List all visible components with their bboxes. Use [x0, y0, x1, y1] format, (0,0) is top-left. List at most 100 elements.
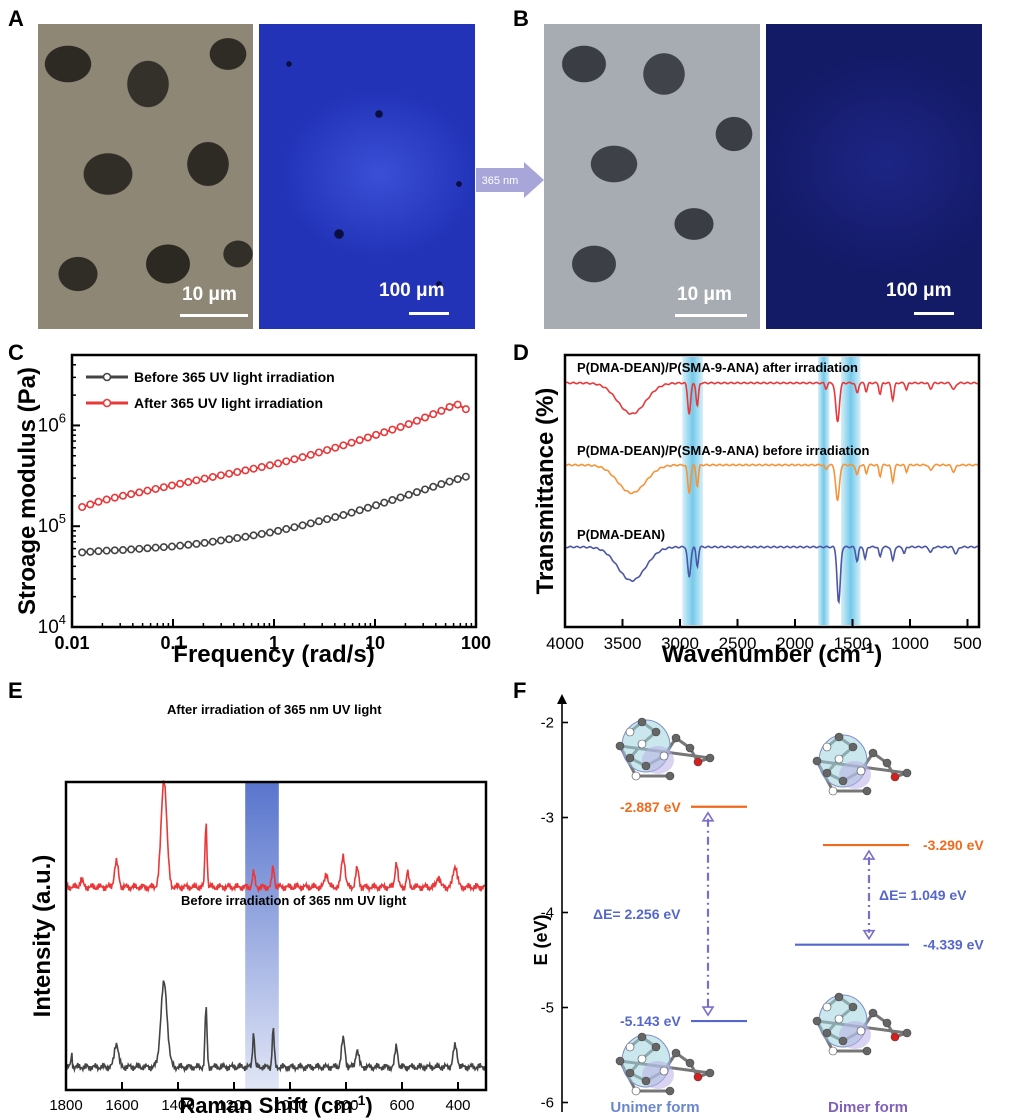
y-tick-label: -6 [541, 1095, 554, 1112]
atom [834, 992, 844, 1002]
data-point [339, 441, 348, 450]
y-axis-label: Intensity (a.u.) [29, 855, 56, 1018]
data-point [412, 488, 421, 497]
atom [625, 753, 635, 763]
data-point [135, 544, 144, 553]
data-point [216, 536, 225, 545]
atom [641, 761, 651, 771]
atom [665, 771, 675, 781]
fluorescence-image-after: 100 μm [766, 24, 982, 329]
data-point [363, 503, 372, 512]
data-point [208, 537, 217, 546]
y-tick-label: -5 [541, 1000, 554, 1017]
highlight-band [818, 357, 830, 625]
data-point [176, 541, 185, 550]
atom [812, 756, 822, 766]
x-tick-label: 1000 [891, 634, 929, 653]
atom [834, 754, 844, 764]
data-point [421, 413, 430, 422]
data-point [421, 485, 430, 494]
data-point [388, 425, 397, 434]
series-line-1 [82, 475, 467, 554]
energy-level-diagram: -2 -3 -4 -5 -6 -2.887 eV -5.143 eV -3.290 eV -4… [531, 694, 984, 1116]
data-point [314, 448, 323, 457]
data-point [257, 463, 266, 472]
y-tick-label: 104 [38, 612, 66, 638]
atom [637, 1032, 647, 1042]
plot-frame [64, 780, 488, 1092]
data-point [159, 543, 168, 552]
unimer-form-label: Unimer form [610, 1099, 699, 1116]
atom [631, 1086, 641, 1096]
data-point [290, 523, 299, 532]
legend-marker [102, 398, 112, 408]
x-tick-label: 10 [365, 633, 385, 653]
panel-label-f: F [513, 678, 527, 703]
data-point [404, 490, 413, 499]
atom [631, 771, 641, 781]
atom [671, 733, 681, 743]
atom [651, 727, 661, 737]
data-point [282, 525, 291, 534]
data-point [94, 547, 103, 556]
atom [812, 1016, 822, 1026]
scale-bar [914, 312, 954, 315]
data-point [265, 528, 274, 537]
storage-modulus-chart: 0.01 0.1 1 10 100 104 105 106 Before 365 UV lig… [14, 353, 491, 668]
highlight-band [841, 357, 861, 625]
x-tick-label: 500 [953, 634, 981, 653]
x-tick-label: 1500 [834, 634, 872, 653]
legend-label: Before 365 UV light irradiation [134, 369, 335, 385]
spectrum-line-3 [564, 545, 980, 605]
scale-bar [409, 312, 449, 315]
x-tick-label: 600 [389, 1097, 414, 1114]
panel-label-b: B [513, 6, 529, 31]
data-point [249, 531, 258, 540]
data-point [298, 453, 307, 462]
atom [838, 1036, 848, 1046]
atom [828, 786, 838, 796]
atom [902, 1028, 912, 1038]
atom [822, 768, 832, 778]
scale-bar [675, 314, 747, 317]
data-point [184, 478, 193, 487]
atom [890, 1032, 900, 1042]
data-point [86, 547, 95, 556]
unimer-lumo-molecule [615, 717, 715, 781]
y-tick-label: -3 [541, 810, 554, 827]
x-tick-label: 2000 [776, 634, 814, 653]
series-label: P(DMA-DEAN)/P(SMA-9-ANA) after irradiati… [577, 360, 858, 375]
data-point [184, 540, 193, 549]
y-tick-label: -2 [541, 715, 554, 732]
atom [671, 1048, 681, 1058]
data-point [151, 484, 160, 493]
gap-arrowhead [701, 811, 715, 822]
gap-arrowhead [701, 1006, 715, 1017]
data-point [331, 513, 340, 522]
atom [659, 751, 669, 761]
raman-chart: 1800 1600 1400 1200 1000 800 600 400 After irra… [29, 702, 488, 1118]
atom [868, 748, 878, 758]
data-point [396, 493, 405, 502]
data-point [453, 400, 462, 409]
atom [659, 1066, 669, 1076]
spectrum-line-2 [565, 463, 980, 502]
x-tick-label: 1000 [273, 1097, 306, 1114]
atom [637, 1054, 647, 1064]
data-point [347, 508, 356, 517]
atom [693, 757, 703, 767]
data-point [216, 471, 225, 480]
gap-label: ΔE= 2.256 eV [593, 906, 681, 922]
highlight-band [682, 357, 703, 625]
data-point [412, 416, 421, 425]
x-tick-label: 400 [445, 1097, 470, 1114]
atom [834, 1014, 844, 1024]
data-point [380, 428, 389, 437]
data-point [118, 491, 127, 500]
data-point [102, 495, 111, 504]
series-label: P(DMA-DEAN)/P(SMA-9-ANA) before irradiat… [577, 443, 870, 458]
sem-image-after: 10 μm [544, 24, 760, 329]
data-point [314, 517, 323, 526]
fluorescence-image-before: 100 μm [259, 24, 475, 329]
atom [693, 1072, 703, 1082]
